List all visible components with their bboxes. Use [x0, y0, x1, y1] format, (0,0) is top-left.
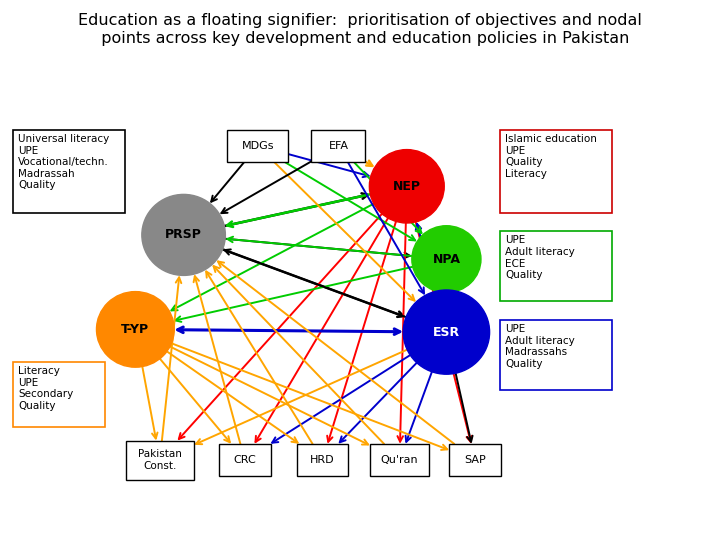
Text: T-YP: T-YP: [121, 323, 150, 336]
FancyBboxPatch shape: [219, 444, 271, 476]
Text: UPE
Adult literacy
Madrassahs
Quality: UPE Adult literacy Madrassahs Quality: [505, 324, 575, 369]
FancyBboxPatch shape: [500, 320, 612, 390]
Text: CRC: CRC: [233, 455, 256, 465]
FancyBboxPatch shape: [370, 444, 429, 476]
FancyBboxPatch shape: [297, 444, 348, 476]
Text: ESR: ESR: [433, 326, 460, 339]
Text: NPA: NPA: [433, 253, 460, 266]
FancyBboxPatch shape: [500, 231, 612, 301]
Text: EFA: EFA: [328, 141, 348, 151]
Text: PRSP: PRSP: [165, 228, 202, 241]
Text: HRD: HRD: [310, 455, 335, 465]
FancyBboxPatch shape: [228, 130, 288, 162]
FancyBboxPatch shape: [311, 130, 365, 162]
Text: Qu'ran: Qu'ran: [381, 455, 418, 465]
Text: Islamic education
UPE
Quality
Literacy: Islamic education UPE Quality Literacy: [505, 134, 598, 179]
Ellipse shape: [142, 194, 225, 275]
Ellipse shape: [96, 292, 174, 367]
FancyBboxPatch shape: [125, 441, 194, 480]
FancyBboxPatch shape: [13, 362, 105, 427]
Text: Pakistan
Const.: Pakistan Const.: [138, 449, 181, 471]
FancyBboxPatch shape: [449, 444, 501, 476]
Text: Education as a floating signifier:  prioritisation of objectives and nodal
  poi: Education as a floating signifier: prior…: [78, 14, 642, 46]
Ellipse shape: [412, 226, 481, 293]
Text: MDGs: MDGs: [241, 141, 274, 151]
Ellipse shape: [403, 290, 490, 374]
Ellipse shape: [369, 150, 444, 223]
Text: NEP: NEP: [393, 180, 420, 193]
FancyBboxPatch shape: [13, 130, 125, 213]
Text: UPE
Adult literacy
ECE
Quality: UPE Adult literacy ECE Quality: [505, 235, 575, 280]
Text: Universal literacy
UPE
Vocational/techn.
Madrassah
Quality: Universal literacy UPE Vocational/techn.…: [18, 134, 109, 190]
Text: Literacy
UPE
Secondary
Quality: Literacy UPE Secondary Quality: [18, 366, 73, 411]
Text: SAP: SAP: [464, 455, 486, 465]
FancyBboxPatch shape: [500, 130, 612, 213]
